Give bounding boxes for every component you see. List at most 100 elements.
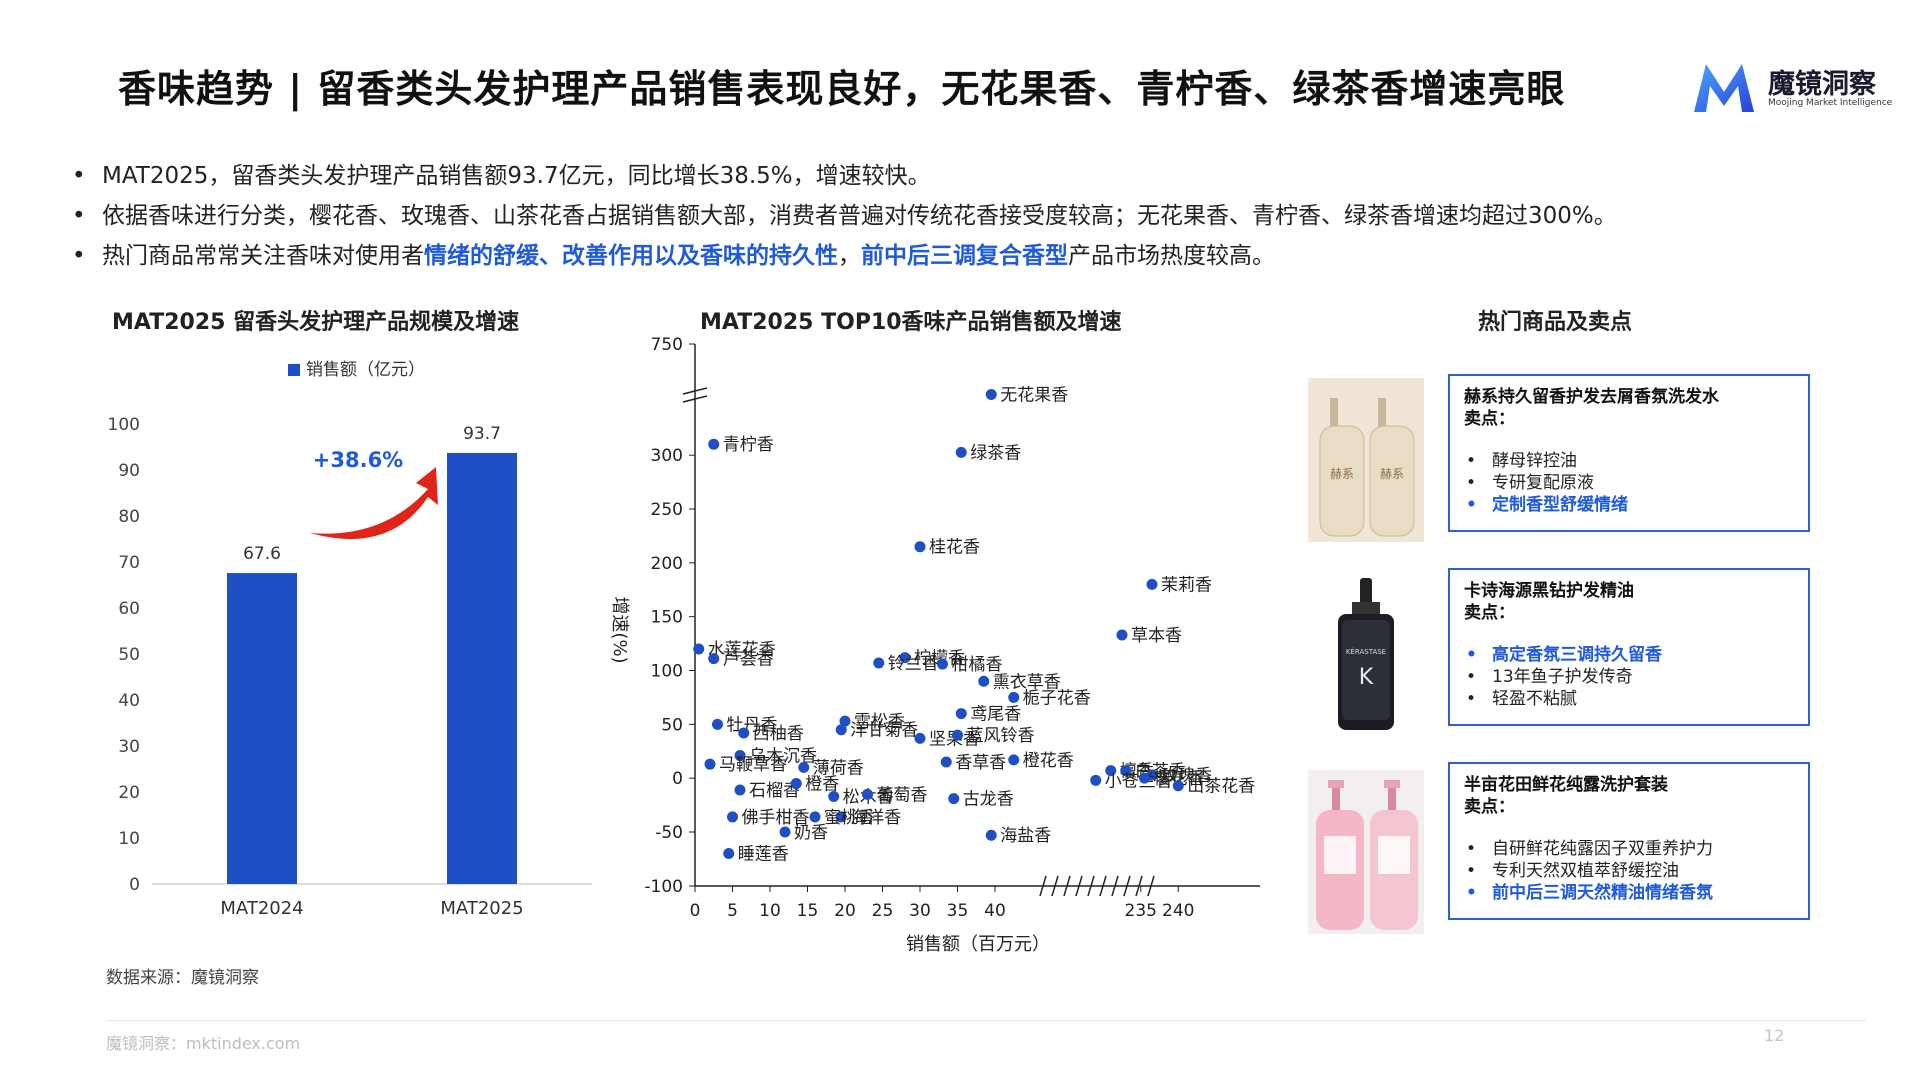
x-axis-break [1147,875,1155,897]
scatter-point-label: 绿茶香 [970,443,1021,463]
scatter-point [839,715,851,727]
scatter-point-label: 蓝风铃香 [967,726,1035,746]
selling-point: 13年鱼子护发传奇 [1464,666,1794,688]
scatter-point-label: 茉莉香 [1161,575,1212,595]
scatter-point-label: 香草香 [955,753,1006,773]
x-axis-break [1063,875,1071,897]
selling-points: 自研鲜花纯露因子双重养护力 专利天然双植萃舒缓控油 前中后三调天然精油情绪香氛 [1464,838,1794,904]
scatter-point-label: 奶香 [794,823,828,843]
scatter-point [955,446,967,458]
x-tick-label: MAT2025 [440,898,523,919]
x-axis-break [1075,875,1083,897]
scatter-point-label: 桂花香 [929,538,980,558]
selling-points-label: 卖点： [1464,603,1515,623]
selling-points-label: 卖点： [1464,797,1515,817]
scatter-point-label: 雪松香 [854,712,905,732]
y-tick-label: 80 [118,507,140,527]
scatter-point-label: 乌木沉香 [749,747,817,767]
scatter-point-label: 熏衣草香 [993,672,1061,692]
x-tick-label: 0 [690,901,701,921]
y-tick-label: 90 [118,461,140,481]
x-axis-break [1099,875,1107,897]
selling-point: 自研鲜花纯露因子双重养护力 [1464,838,1794,860]
footer-divider [106,1020,1866,1021]
x-axis-break [1123,875,1131,897]
selling-point: 专利天然双植萃舒缓控油 [1464,860,1794,882]
x-tick-label: 40 [984,901,1006,921]
scatter-point [948,793,960,805]
bullet-list: • MAT2025，留香类头发护理产品销售额93.7亿元，同比增长38.5%，增速… [72,156,1617,276]
x-tick-label: 35 [947,901,969,921]
scatter-point-label: 古龙香 [963,790,1014,810]
scatter-point [952,729,963,741]
product-name: 半亩花田鲜花纯露洗护套装 [1464,775,1668,795]
scatter-point-label: 柠檬香 [914,649,965,669]
scatter-point-label: 佛手柑香 [742,808,810,828]
product-image-shampoo: 赫系 赫系 [1308,378,1424,542]
y-tick-label: 100 [651,662,683,682]
scatter-point [738,727,750,739]
scatter-point-label: 洋甘菊香 [850,721,918,741]
bullet-text: ， [838,243,861,269]
footer-site: 魔镜洞察：mktindex.com [106,1034,301,1053]
y-tick-label: 50 [118,645,140,665]
selling-point: 轻盈不粘腻 [1464,688,1794,710]
bar [227,573,297,884]
selling-point-highlight: 高定香氛三调持久留香 [1464,644,1794,666]
scatter-point-label: 小苍兰香 [1105,771,1173,791]
y-tick-label: 0 [129,875,140,895]
scatter-point [1146,578,1158,590]
y-tick-label: 30 [118,737,140,757]
scatter-point-label: 草本香 [1131,626,1182,646]
x-tick-label: 30 [909,901,931,921]
scatter-point-label: 薄荷香 [813,758,864,778]
scatter-point-label: 橙香 [805,775,839,795]
scatter-point-label: 樱花香 [1154,769,1205,789]
shampoo-label: 赫系 [1380,467,1404,481]
scatter-chart: -100 -50 0 50 100 150 200 250 300 750 0 5 10 15 20 25 30… [609,335,1260,955]
product-name: 卡诗海源黑钻护发精油 [1464,581,1634,601]
hair-oil-k-mark: K [1359,665,1374,690]
scatter-point [1008,754,1020,766]
scatter-point [914,541,926,553]
x-axis-break [1087,875,1095,897]
scatter-point-label: 睡莲香 [738,845,789,865]
y-tick-label: 10 [118,829,140,849]
product-image-hair-oil: KÉRASTASE K [1308,574,1424,738]
scatter-point [955,708,967,720]
x-axis-break [1039,875,1047,897]
y-tick-label: 200 [651,554,683,574]
bar-chart-title: MAT2025 留香头发护理产品规模及增速 [112,310,520,335]
growth-arrow [310,466,438,540]
y-tick-label: 750 [651,335,683,355]
scatter-point [790,778,802,790]
scatter-point-label: 蜜桃香 [824,808,875,828]
selling-points: 酵母锌控油 专研复配原液 定制香型舒缓情绪 [1464,450,1794,516]
scatter-point [1120,765,1132,777]
x-tick-label: MAT2024 [220,898,303,919]
bullet-item: • 热门商品常常关注香味对使用者情绪的舒缓、改善作用以及香味的持久性，前中后三调复… [72,243,1275,269]
scatter-point [873,657,885,669]
logo-name: 魔镜洞察 [1768,69,1876,100]
bullet-text: 产品市场热度较高。 [1068,243,1275,269]
scatter-point-label: 柑橘香 [952,655,1003,675]
scatter-point-label: 橙花香 [1023,751,1074,771]
scatter-point-label: 海盐香 [1000,826,1051,846]
y-tick-label: 50 [661,715,683,735]
selling-points: 高定香氛三调持久留香 13年鱼子护发传奇 轻盈不粘腻 [1464,644,1794,710]
logo-subtitle: Moojing Market Intelligence [1768,98,1893,108]
y-tick-label: -50 [655,823,683,843]
y-tick-label: 40 [118,691,140,711]
selling-point-highlight: 定制香型舒缓情绪 [1464,494,1794,516]
y-axis-label: 增速(%) [609,596,630,663]
bar-chart: 销售额（亿元） 0 10 20 30 40 50 60 70 80 90 100 67.6 MAT2024… [108,360,592,919]
scatter-point [1172,780,1184,792]
bullet-text: 热门商品常常关注香味对使用者 [102,243,424,269]
bullet-text: MAT2025，留香类头发护理产品销售额93.7亿元，同比增长38.5%，增速较… [102,163,931,189]
y-tick-label: 20 [118,783,140,803]
page-number: 12 [1764,1026,1785,1045]
x-tick-label: 15 [797,901,819,921]
bullet-highlight: 情绪的舒缓、改善作用以及香味的持久性 [424,243,838,269]
scatter-point-label: 水莲花香 [708,640,776,660]
scatter-point [1116,629,1128,641]
